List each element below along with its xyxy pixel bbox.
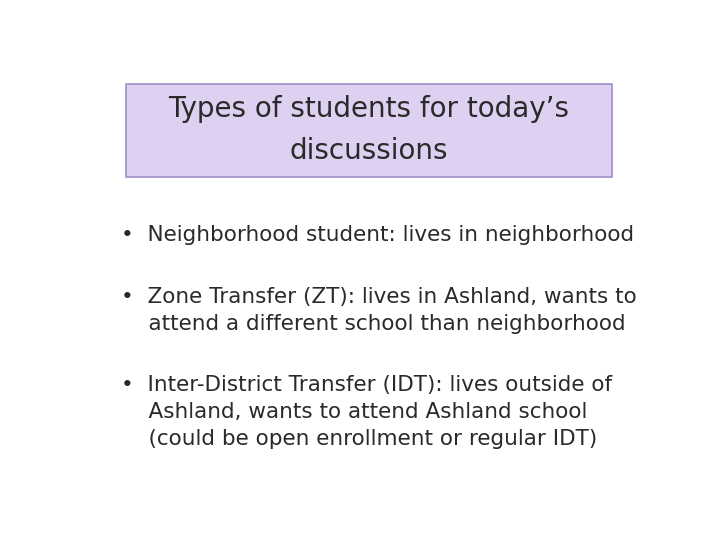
Text: discussions: discussions <box>289 137 449 165</box>
Text: •  Zone Transfer (ZT): lives in Ashland, wants to
    attend a different school : • Zone Transfer (ZT): lives in Ashland, … <box>121 287 636 334</box>
Text: •  Inter-District Transfer (IDT): lives outside of
    Ashland, wants to attend : • Inter-District Transfer (IDT): lives o… <box>121 375 612 449</box>
FancyBboxPatch shape <box>126 84 612 177</box>
Text: Types of students for today’s: Types of students for today’s <box>168 94 570 123</box>
Text: •  Neighborhood student: lives in neighborhood: • Neighborhood student: lives in neighbo… <box>121 225 634 245</box>
